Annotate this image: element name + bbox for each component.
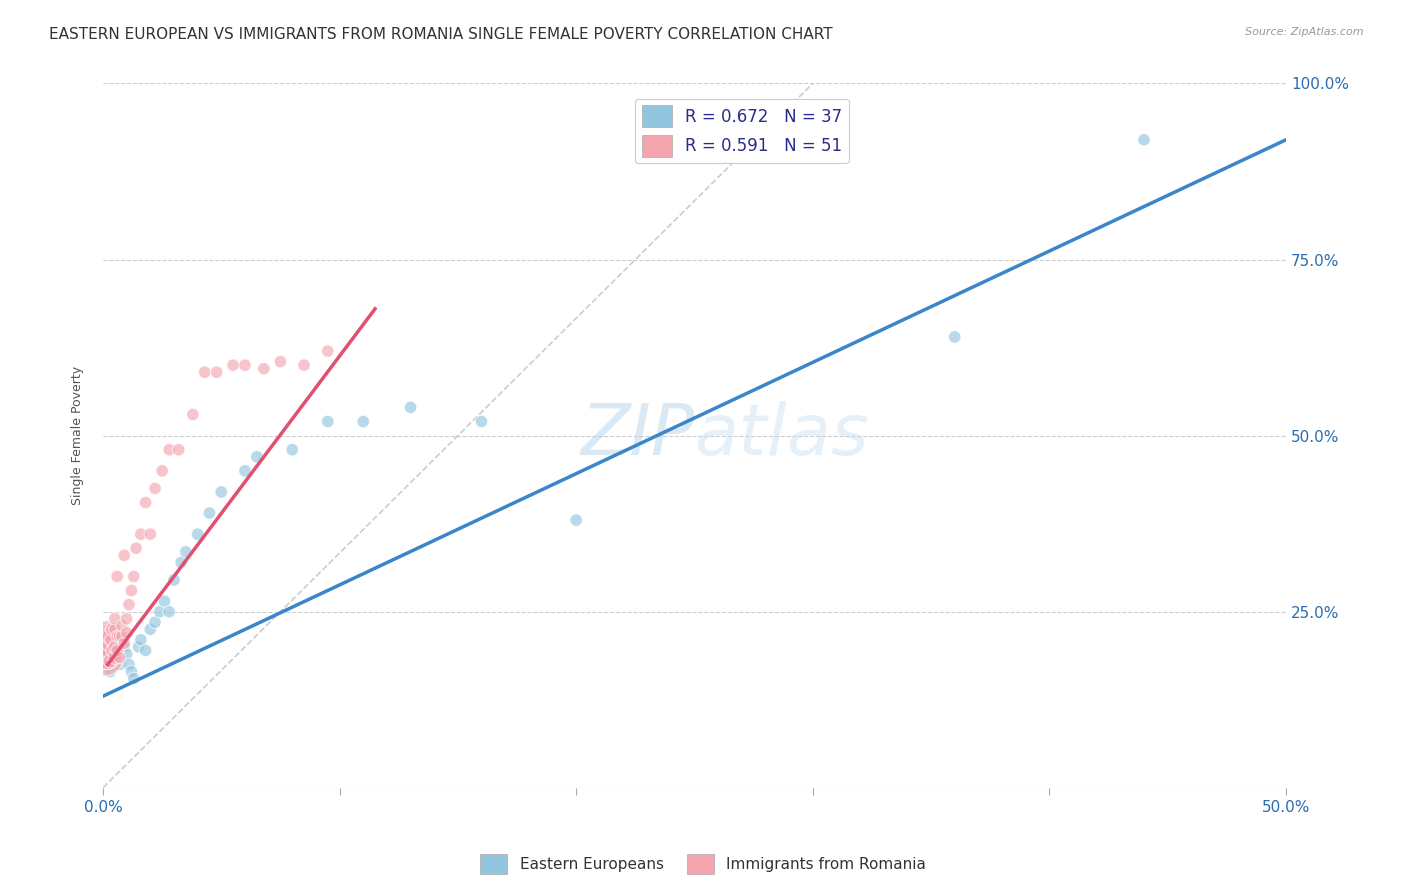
Point bbox=[198, 506, 221, 520]
Point bbox=[233, 358, 256, 372]
Point bbox=[143, 615, 166, 630]
Point bbox=[111, 632, 134, 647]
Point bbox=[352, 415, 374, 429]
Point bbox=[98, 636, 121, 650]
Point bbox=[94, 647, 117, 661]
Point bbox=[105, 650, 128, 665]
Point bbox=[153, 594, 176, 608]
Point bbox=[111, 619, 134, 633]
Point bbox=[108, 657, 131, 672]
Point bbox=[316, 344, 339, 359]
Point bbox=[96, 643, 118, 657]
Y-axis label: Single Female Poverty: Single Female Poverty bbox=[72, 366, 84, 505]
Point bbox=[105, 629, 128, 643]
Point bbox=[149, 605, 172, 619]
Point bbox=[104, 612, 127, 626]
Point bbox=[157, 442, 180, 457]
Point bbox=[565, 513, 588, 527]
Point bbox=[194, 365, 217, 379]
Point bbox=[115, 647, 138, 661]
Point bbox=[167, 442, 190, 457]
Point bbox=[97, 640, 120, 654]
Point bbox=[101, 632, 124, 647]
Point bbox=[98, 665, 121, 679]
Point bbox=[125, 541, 148, 556]
Point bbox=[163, 573, 186, 587]
Point bbox=[187, 527, 209, 541]
Text: Source: ZipAtlas.com: Source: ZipAtlas.com bbox=[1246, 27, 1364, 37]
Legend: R = 0.672   N = 37, R = 0.591   N = 51: R = 0.672 N = 37, R = 0.591 N = 51 bbox=[636, 99, 849, 163]
Point bbox=[399, 401, 422, 415]
Point bbox=[94, 650, 117, 665]
Point bbox=[118, 598, 141, 612]
Point bbox=[112, 636, 135, 650]
Point bbox=[150, 464, 173, 478]
Point bbox=[181, 408, 204, 422]
Point bbox=[97, 629, 120, 643]
Point bbox=[174, 545, 197, 559]
Point bbox=[104, 640, 127, 654]
Point bbox=[112, 640, 135, 654]
Point bbox=[222, 358, 245, 372]
Point bbox=[246, 450, 269, 464]
Point bbox=[120, 583, 142, 598]
Point bbox=[98, 643, 121, 657]
Point bbox=[105, 569, 128, 583]
Point bbox=[115, 612, 138, 626]
Point bbox=[104, 650, 127, 665]
Point bbox=[104, 643, 127, 657]
Point bbox=[470, 415, 492, 429]
Point bbox=[111, 629, 134, 643]
Point bbox=[129, 527, 152, 541]
Point bbox=[94, 650, 117, 665]
Point bbox=[101, 643, 124, 657]
Point bbox=[253, 361, 276, 376]
Point bbox=[1133, 133, 1156, 147]
Point bbox=[281, 442, 304, 457]
Point bbox=[269, 354, 291, 368]
Point bbox=[139, 527, 162, 541]
Point bbox=[112, 549, 135, 563]
Point bbox=[139, 622, 162, 636]
Text: atlas: atlas bbox=[695, 401, 869, 470]
Text: EASTERN EUROPEAN VS IMMIGRANTS FROM ROMANIA SINGLE FEMALE POVERTY CORRELATION CH: EASTERN EUROPEAN VS IMMIGRANTS FROM ROMA… bbox=[49, 27, 832, 42]
Point bbox=[122, 672, 145, 686]
Point bbox=[98, 629, 121, 643]
Point bbox=[205, 365, 228, 379]
Point bbox=[127, 640, 149, 654]
Legend: Eastern Europeans, Immigrants from Romania: Eastern Europeans, Immigrants from Roman… bbox=[474, 848, 932, 880]
Point bbox=[108, 650, 131, 665]
Point bbox=[120, 665, 142, 679]
Point bbox=[104, 622, 127, 636]
Text: ZIP: ZIP bbox=[581, 401, 695, 470]
Point bbox=[94, 625, 117, 640]
Point bbox=[170, 555, 193, 569]
Point bbox=[101, 622, 124, 636]
Point bbox=[118, 657, 141, 672]
Point bbox=[105, 643, 128, 657]
Point bbox=[108, 629, 131, 643]
Point bbox=[135, 495, 157, 509]
Point bbox=[101, 632, 124, 647]
Point bbox=[135, 643, 157, 657]
Point bbox=[115, 625, 138, 640]
Point bbox=[94, 632, 117, 647]
Point bbox=[93, 640, 115, 654]
Point bbox=[129, 632, 152, 647]
Point bbox=[943, 330, 966, 344]
Point bbox=[98, 654, 121, 668]
Point bbox=[316, 415, 339, 429]
Point bbox=[157, 605, 180, 619]
Point bbox=[122, 569, 145, 583]
Point bbox=[292, 358, 315, 372]
Point bbox=[97, 657, 120, 672]
Point bbox=[97, 650, 120, 665]
Point bbox=[143, 482, 166, 496]
Point bbox=[233, 464, 256, 478]
Point bbox=[209, 485, 232, 500]
